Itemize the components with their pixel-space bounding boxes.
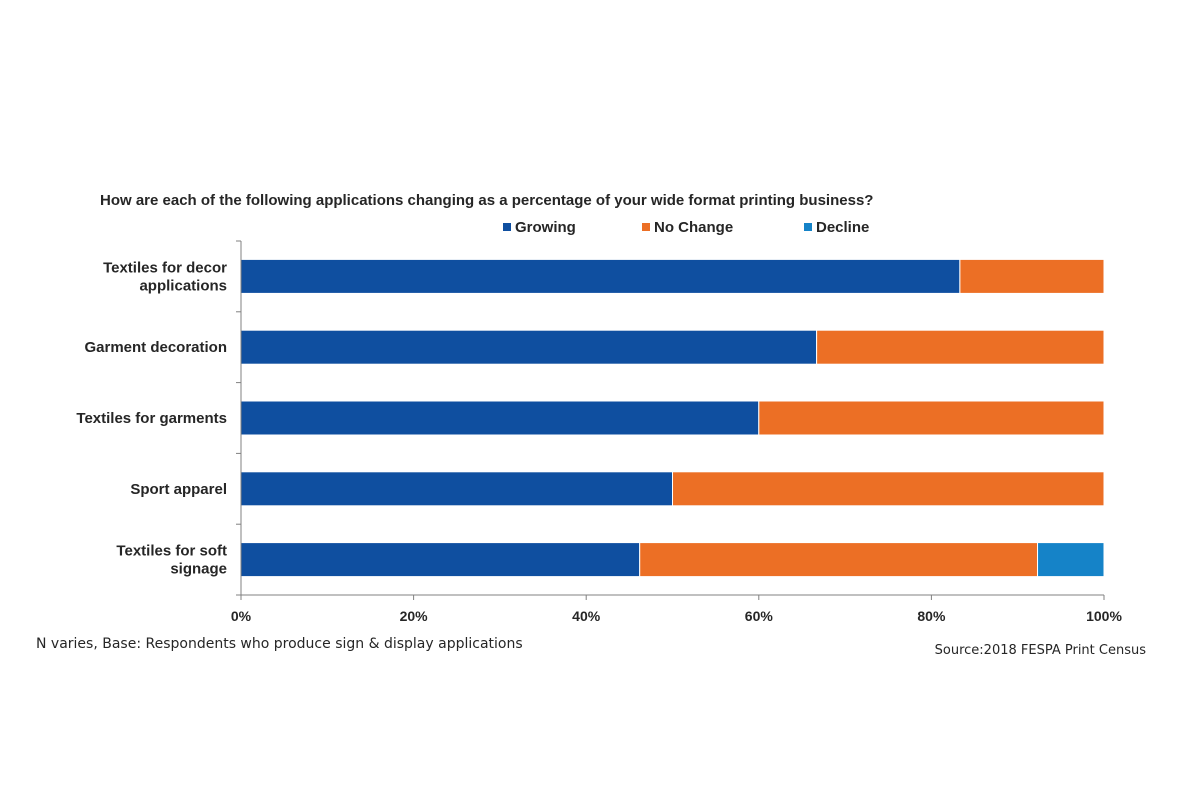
legend-label: No Change bbox=[654, 219, 733, 236]
legend: Growing No Change Decline bbox=[503, 219, 869, 236]
bar-growing-1 bbox=[240, 258, 961, 294]
bar-no-change-1 bbox=[959, 258, 1105, 294]
category-label: Textiles for soft signage bbox=[116, 543, 227, 578]
bar-decline-5 bbox=[1037, 542, 1105, 578]
category-label: Textiles for decor applications bbox=[103, 259, 227, 294]
category-label: Sport apparel bbox=[130, 481, 227, 498]
bars-group bbox=[240, 258, 1105, 578]
x-tick-label: 80% bbox=[917, 608, 946, 624]
category-label: Textiles for garments bbox=[76, 410, 227, 427]
bar-growing-5 bbox=[240, 542, 641, 578]
bar-no-change-4 bbox=[672, 471, 1105, 507]
category-labels: Textiles for decor applications Garment de… bbox=[76, 259, 227, 577]
legend-item-growing: Growing bbox=[503, 219, 576, 236]
source-note: Source:2018 FESPA Print Census bbox=[935, 643, 1147, 658]
legend-swatch bbox=[804, 223, 812, 231]
legend-swatch bbox=[503, 223, 511, 231]
x-tick-label: 40% bbox=[572, 608, 601, 624]
bar-growing-2 bbox=[240, 329, 818, 365]
bar-no-change-2 bbox=[816, 329, 1105, 365]
x-tick-label: 20% bbox=[400, 608, 429, 624]
category-label: Garment decoration bbox=[84, 339, 227, 356]
bar-no-change-3 bbox=[758, 400, 1105, 436]
axes-group bbox=[236, 240, 1105, 600]
x-tick-label: 100% bbox=[1086, 608, 1122, 624]
tick-labels: 0% 20% 40% 60% 80% 100% bbox=[231, 608, 1123, 624]
legend-swatch bbox=[642, 223, 650, 231]
bar-no-change-5 bbox=[639, 542, 1039, 578]
chart-title: How are each of the following applicatio… bbox=[100, 192, 873, 209]
legend-label: Decline bbox=[816, 219, 869, 236]
x-tick-label: 0% bbox=[231, 608, 252, 624]
legend-item-decline: Decline bbox=[804, 219, 869, 236]
x-tick-label: 60% bbox=[745, 608, 774, 624]
legend-label: Growing bbox=[515, 219, 576, 236]
legend-item-no-change: No Change bbox=[642, 219, 733, 236]
bar-growing-3 bbox=[240, 400, 760, 436]
footnote: N varies, Base: Respondents who produce … bbox=[36, 636, 523, 652]
bar-growing-4 bbox=[240, 471, 673, 507]
